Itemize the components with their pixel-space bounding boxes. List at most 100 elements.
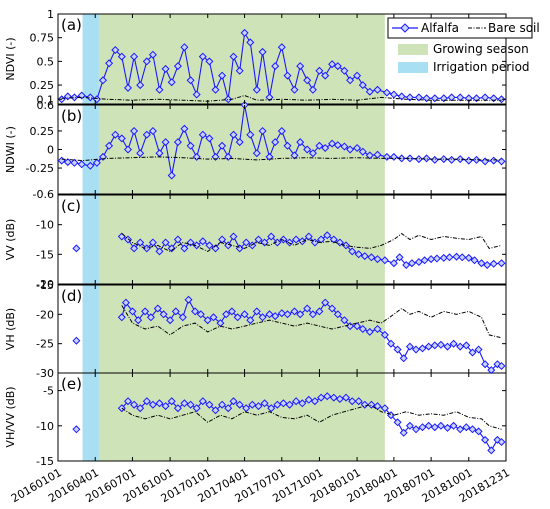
data-point-alfalfa: [397, 92, 406, 101]
data-point-alfalfa: [192, 241, 201, 250]
data-point-alfalfa: [414, 257, 423, 267]
data-point-alfalfa: [456, 425, 465, 434]
data-point-alfalfa: [148, 238, 157, 247]
data-point-alfalfa: [242, 238, 251, 247]
data-point-alfalfa: [155, 399, 164, 408]
data-point-alfalfa: [405, 342, 414, 351]
data-point-alfalfa: [224, 95, 233, 104]
data-point-alfalfa: [493, 435, 502, 444]
data-point-alfalfa: [373, 324, 382, 334]
data-point-alfalfa: [315, 141, 324, 150]
data-point-alfalfa: [358, 324, 367, 334]
data-point-alfalfa: [474, 345, 483, 354]
data-point-alfalfa: [271, 62, 280, 71]
data-point-alfalfa: [92, 158, 101, 167]
legend-swatch-irrigation-period: [398, 62, 428, 73]
y-tick-label: -15: [36, 248, 54, 261]
data-point-alfalfa: [72, 425, 81, 434]
data-point-alfalfa: [198, 397, 207, 406]
data-point-alfalfa: [373, 150, 382, 159]
data-point-alfalfa: [292, 235, 301, 244]
data-point-alfalfa: [456, 342, 465, 351]
data-point-alfalfa: [271, 312, 280, 321]
data-point-alfalfa: [380, 404, 389, 413]
y-axis-label: VV (dB): [4, 219, 17, 261]
data-point-alfalfa: [142, 57, 151, 66]
data-point-alfalfa: [358, 147, 367, 156]
data-point-alfalfa: [405, 93, 414, 102]
data-point-alfalfa: [105, 141, 114, 150]
y-tick-label: 0.25: [30, 125, 55, 138]
series-line-bare-soil: [61, 156, 502, 162]
y-tick-label: 0.1: [37, 93, 55, 106]
data-point-alfalfa: [367, 400, 376, 409]
data-point-alfalfa: [229, 232, 238, 241]
data-point-alfalfa: [292, 397, 301, 406]
data-point-alfalfa: [136, 81, 145, 90]
data-point-alfalfa: [395, 253, 404, 262]
data-point-alfalfa: [308, 149, 317, 158]
data-point-alfalfa: [414, 93, 423, 102]
data-point-alfalfa: [310, 397, 319, 406]
data-point-alfalfa: [117, 52, 126, 61]
data-point-alfalfa: [411, 345, 421, 354]
data-point-alfalfa: [464, 253, 473, 262]
data-point-alfalfa: [186, 76, 195, 85]
data-point-alfalfa: [303, 76, 312, 85]
data-point-alfalfa: [393, 418, 402, 427]
data-point-alfalfa: [447, 155, 456, 164]
data-point-alfalfa: [224, 404, 233, 413]
data-point-alfalfa: [304, 395, 313, 404]
data-point-alfalfa: [63, 92, 72, 101]
data-point-alfalfa: [246, 38, 255, 47]
data-point-alfalfa: [117, 313, 126, 322]
y-tick-label: -15: [36, 455, 54, 468]
series-layer: [57, 28, 506, 455]
data-point-alfalfa: [462, 423, 471, 432]
data-point-alfalfa: [203, 316, 212, 325]
data-point-alfalfa: [333, 62, 342, 71]
data-point-alfalfa: [233, 313, 242, 322]
data-point-alfalfa: [335, 394, 344, 404]
data-point-alfalfa: [167, 78, 176, 87]
data-point-alfalfa: [411, 425, 421, 434]
data-point-alfalfa: [323, 392, 332, 401]
data-point-alfalfa: [198, 237, 207, 246]
data-point-alfalfa: [328, 139, 337, 148]
data-point-alfalfa: [340, 66, 349, 75]
data-point-alfalfa: [224, 152, 233, 161]
data-point-alfalfa: [468, 348, 477, 357]
data-point-alfalfa: [489, 259, 498, 268]
data-point-alfalfa: [443, 423, 452, 432]
data-point-alfalfa: [166, 316, 175, 325]
data-point-alfalfa: [497, 259, 506, 268]
data-point-alfalfa: [373, 85, 382, 94]
data-point-alfalfa: [242, 404, 251, 413]
data-point-alfalfa: [290, 85, 299, 94]
data-point-alfalfa: [130, 400, 139, 409]
data-point-alfalfa: [258, 126, 267, 136]
data-point-alfalfa: [123, 397, 133, 406]
data-point-alfalfa: [328, 60, 337, 69]
data-point-alfalfa: [304, 232, 313, 241]
data-point-alfalfa: [472, 155, 481, 164]
legend: Alfalfa Bare soil Growing season Irrigation…: [387, 17, 540, 74]
data-point-alfalfa: [218, 141, 227, 150]
data-point-alfalfa: [365, 327, 374, 336]
data-point-alfalfa: [308, 310, 317, 319]
data-point-alfalfa: [341, 393, 351, 402]
data-point-alfalfa: [346, 145, 355, 154]
data-point-alfalfa: [436, 340, 445, 349]
data-point-alfalfa: [277, 43, 286, 52]
data-point-alfalfa: [354, 250, 363, 259]
y-tick-label: -30: [36, 367, 54, 380]
data-point-alfalfa: [449, 421, 458, 430]
data-point-alfalfa: [252, 307, 261, 316]
data-point-alfalfa: [205, 400, 214, 409]
data-point-alfalfa: [430, 423, 439, 432]
data-point-alfalfa: [489, 156, 498, 165]
data-point-alfalfa: [436, 421, 445, 430]
data-point-alfalfa: [323, 231, 332, 240]
data-point-alfalfa: [273, 400, 282, 409]
data-point-alfalfa: [399, 354, 408, 363]
